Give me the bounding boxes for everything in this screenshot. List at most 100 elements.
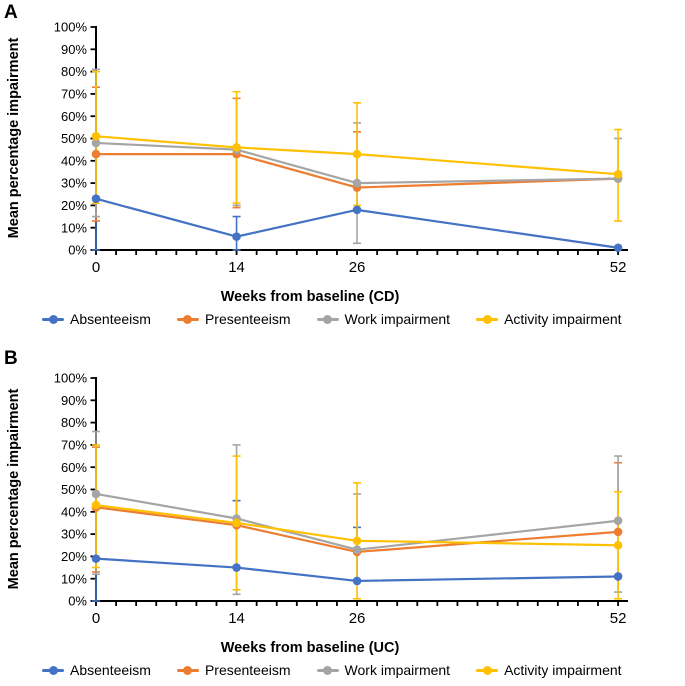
legend-label: Absenteeism [70, 662, 151, 678]
data-point-activity-impairment-week-14 [232, 518, 241, 528]
series-line-absenteeism [94, 197, 620, 249]
x-tick-label: 52 [610, 259, 627, 276]
y-tick-label: 50% [61, 131, 87, 146]
data-point-presenteeism-week-0 [91, 149, 101, 159]
activity-impairment-marker-icon [476, 314, 499, 324]
presenteeism-marker-icon [176, 314, 199, 324]
presenteeism-marker-icon [176, 665, 199, 675]
y-tick-label: 0% [68, 594, 87, 609]
data-point-work-impairment-week-52 [613, 516, 623, 526]
legend-label: Presenteeism [204, 311, 291, 327]
y-tick-label: 100% [54, 371, 88, 386]
data-point-absenteeism-week-26 [352, 576, 362, 586]
panel-a-x-axis-title: Weeks from baseline (CD) [220, 289, 400, 305]
panel-b-label: B [4, 348, 18, 369]
panel-a-chart: 0% 10% 20% 30% 40% 50% 60% 70% 80% 90% 100% 0 14 26 52 [54, 20, 628, 276]
x-tick-label: 0 [92, 259, 100, 276]
panel-a-legend: Absenteeism Presenteeism Work impairment… [42, 308, 622, 330]
y-tick-label: 100% [54, 20, 88, 35]
data-point-activity-impairment-week-0 [91, 500, 101, 510]
y-tick-label: 50% [61, 482, 87, 497]
x-axis: 0 14 26 52 [92, 600, 628, 627]
y-tick-label: 70% [61, 87, 87, 102]
legend-item-work-impairment: Work impairment [316, 662, 451, 678]
data-point-activity-impairment-week-14 [232, 143, 241, 152]
panel-a-label: A [4, 2, 18, 23]
panel-b-legend: Absenteeism Presenteeism Work impairment… [42, 659, 622, 681]
legend-item-activity-impairment: Activity impairment [476, 662, 622, 678]
data-point-activity-impairment-week-0 [91, 131, 101, 141]
legend-item-absenteeism: Absenteeism [42, 311, 151, 327]
absenteeism-marker-icon [42, 314, 64, 324]
x-tick-label: 14 [228, 259, 245, 276]
data-point-work-impairment-week-0 [91, 489, 101, 499]
legend-label: Activity impairment [504, 662, 622, 678]
legend-label: Presenteeism [204, 662, 291, 678]
y-tick-label: 40% [61, 153, 87, 168]
data-point-absenteeism-week-26 [352, 205, 362, 215]
activity-impairment-marker-icon [476, 665, 499, 675]
panel-b-chart: 0% 10% 20% 30% 40% 50% 60% 70% 80% 90% 100% 0 14 26 52 [54, 371, 628, 627]
y-axis: 0% 10% 20% 30% 40% 50% 60% 70% 80% 90% 100% [54, 371, 97, 609]
series-markers-absenteeism [91, 194, 623, 253]
x-tick-label: 26 [349, 610, 366, 627]
series-markers-activity-impairment [91, 500, 623, 550]
y-tick-label: 70% [61, 438, 87, 453]
legend-item-presenteeism: Presenteeism [176, 662, 291, 678]
panel-a-y-axis-title: Mean percentage impairment [6, 37, 22, 239]
data-point-activity-impairment-week-26 [352, 149, 362, 159]
error-bars-activity-impairment [92, 444, 623, 600]
legend-label: Work impairment [344, 662, 451, 678]
legend-label: Activity impairment [504, 311, 622, 327]
series-line-absenteeism [94, 557, 620, 583]
y-tick-label: 40% [61, 504, 87, 519]
y-tick-label: 30% [61, 527, 87, 542]
series-line-work-impairment [94, 141, 620, 185]
y-tick-label: 30% [61, 176, 87, 191]
data-point-absenteeism-week-0 [91, 194, 101, 204]
x-tick-label: 0 [92, 610, 100, 627]
legend-item-absenteeism: Absenteeism [42, 662, 151, 678]
data-point-absenteeism-week-14 [232, 232, 241, 241]
legend-label: Absenteeism [70, 311, 151, 327]
data-point-activity-impairment-week-26 [352, 536, 362, 546]
error-bars-activity-impairment [92, 70, 623, 222]
y-tick-label: 20% [61, 198, 87, 213]
x-tick-label: 14 [228, 610, 245, 627]
y-axis: 0% 10% 20% 30% 40% 50% 60% 70% 80% 90% 100% [54, 20, 97, 258]
x-tick-label: 26 [349, 259, 366, 276]
data-point-absenteeism-week-14 [232, 563, 241, 572]
panel-b-x-axis-title: Weeks from baseline (UC) [220, 640, 400, 656]
series-line-work-impairment [94, 492, 620, 551]
y-tick-label: 80% [61, 415, 87, 430]
legend-item-work-impairment: Work impairment [316, 311, 451, 327]
legend-label: Work impairment [344, 311, 451, 327]
data-point-work-impairment-week-26 [352, 178, 362, 188]
data-point-work-impairment-week-26 [352, 545, 362, 555]
y-tick-label: 60% [61, 109, 87, 124]
data-point-absenteeism-week-52 [613, 243, 623, 253]
series-line-presenteeism [94, 153, 620, 189]
panel-b-y-axis-title: Mean percentage impairment [6, 388, 22, 590]
y-tick-label: 10% [61, 571, 87, 586]
data-point-absenteeism-week-52 [613, 572, 623, 581]
work-impairment-marker-icon [316, 314, 339, 324]
series-line-presenteeism [94, 506, 620, 554]
y-tick-label: 80% [61, 64, 87, 79]
y-tick-label: 90% [61, 393, 87, 408]
y-tick-label: 60% [61, 460, 87, 475]
absenteeism-marker-icon [42, 665, 64, 675]
y-tick-label: 0% [68, 243, 87, 258]
y-tick-label: 90% [61, 42, 87, 57]
work-impairment-marker-icon [316, 665, 339, 675]
legend-item-activity-impairment: Activity impairment [476, 311, 622, 327]
series-line-activity-impairment [94, 504, 620, 547]
series-line-activity-impairment [94, 135, 620, 176]
data-point-absenteeism-week-0 [91, 554, 101, 563]
y-tick-label: 10% [61, 220, 87, 235]
legend-item-presenteeism: Presenteeism [176, 311, 291, 327]
series-markers-absenteeism [91, 554, 623, 586]
y-tick-label: 20% [61, 549, 87, 564]
x-axis: 0 14 26 52 [92, 249, 628, 276]
